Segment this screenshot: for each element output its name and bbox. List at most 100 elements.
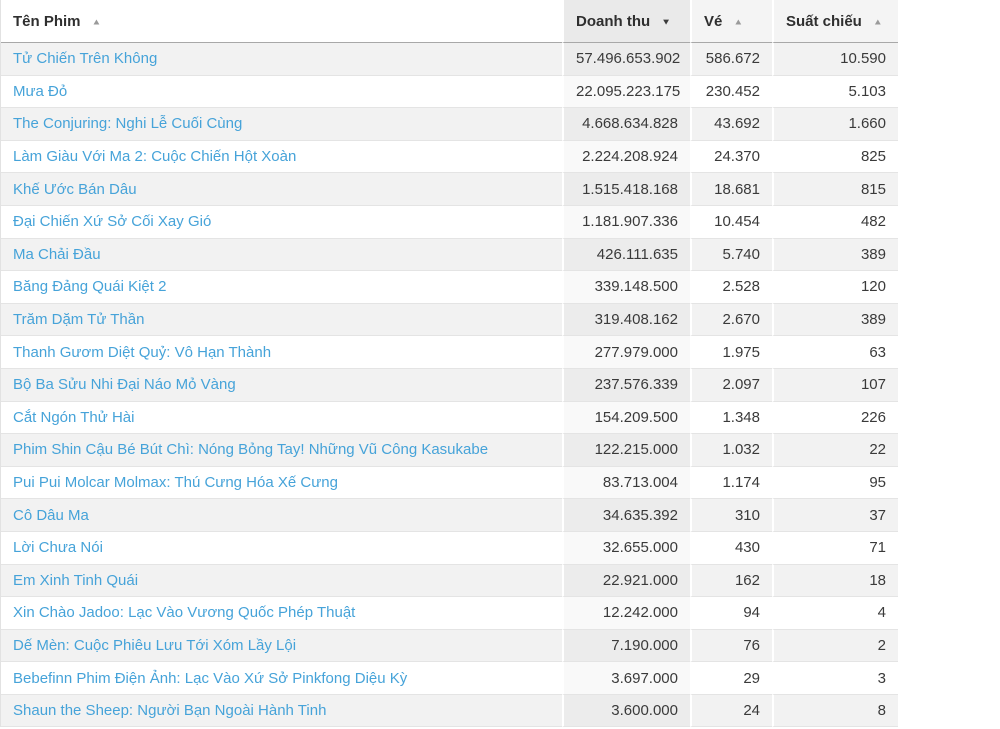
movie-link[interactable]: Băng Đảng Quái Kiệt 2 [13, 278, 167, 296]
column-header-doanh-thu[interactable]: Doanh thu ▼ [562, 0, 690, 43]
movie-link[interactable]: Dế Mèn: Cuộc Phiêu Lưu Tới Xóm Lầy Lội [13, 636, 297, 654]
movie-name-cell: Làm Giàu Với Ma 2: Cuộc Chiến Hột Xoàn [1, 141, 562, 174]
movie-link[interactable]: Shaun the Sheep: Người Bạn Ngoài Hành Ti… [13, 702, 327, 720]
tickets-cell: 230.452 [690, 75, 772, 109]
column-header-ve[interactable]: Vé ▲ [690, 0, 772, 43]
showtimes-cell: 389 [772, 303, 898, 337]
movie-name-cell: Tử Chiến Trên Không [1, 43, 562, 76]
showtimes-cell: 107 [772, 368, 898, 402]
movie-name-cell: Xin Chào Jadoo: Lạc Vào Vương Quốc Phép … [1, 597, 562, 630]
showtimes-cell: 482 [772, 205, 898, 239]
tickets-cell: 24 [690, 694, 772, 728]
movie-name-cell: Dế Mèn: Cuộc Phiêu Lưu Tới Xóm Lầy Lội [1, 630, 562, 663]
table-row: Băng Đảng Quái Kiệt 2 339.148.500 2.528 … [1, 271, 898, 304]
showtimes-cell: 1.660 [772, 108, 898, 141]
table-row: Bebefinn Phim Điện Ảnh: Lạc Vào Xứ Sở Pi… [1, 662, 898, 695]
tickets-cell: 18.681 [690, 173, 772, 206]
movie-link[interactable]: The Conjuring: Nghi Lễ Cuối Cùng [13, 115, 243, 133]
showtimes-cell: 10.590 [772, 43, 898, 76]
table-row: Ma Chải Đầu 426.111.635 5.740 389 [1, 238, 898, 272]
movie-link[interactable]: Thanh Gươm Diệt Quỷ: Vô Hạn Thành [13, 343, 272, 361]
tickets-cell: 2.528 [690, 271, 772, 304]
tickets-cell: 5.740 [690, 238, 772, 272]
column-header-ten-phim[interactable]: Tên Phim ▲ [1, 0, 562, 43]
movie-name-cell: The Conjuring: Nghi Lễ Cuối Cùng [1, 108, 562, 141]
table-row: Cắt Ngón Thử Hài 154.209.500 1.348 226 [1, 401, 898, 435]
tickets-cell: 24.370 [690, 140, 772, 174]
movie-link[interactable]: Mưa Đỏ [13, 82, 68, 100]
sort-asc-icon: ▲ [872, 17, 883, 27]
showtimes-cell: 37 [772, 499, 898, 532]
revenue-cell: 1.515.418.168 [562, 173, 690, 206]
table-row: Lời Chưa Nói 32.655.000 430 71 [1, 531, 898, 565]
movie-link[interactable]: Khế Ước Bán Dâu [13, 180, 137, 198]
movie-name-cell: Bộ Ba Sửu Nhi Đại Náo Mỏ Vàng [1, 369, 562, 402]
movie-name-cell: Ma Chải Đầu [1, 239, 562, 272]
movie-link[interactable]: Tử Chiến Trên Không [13, 50, 158, 68]
showtimes-cell: 825 [772, 140, 898, 174]
revenue-cell: 32.655.000 [562, 531, 690, 565]
revenue-cell: 7.190.000 [562, 629, 690, 663]
movie-link[interactable]: Em Xinh Tinh Quái [13, 571, 139, 589]
movie-name-cell: Cắt Ngón Thử Hài [1, 402, 562, 435]
table-row: Cô Dâu Ma 34.635.392 310 37 [1, 499, 898, 532]
sort-desc-icon: ▼ [661, 17, 672, 27]
revenue-cell: 22.095.223.175 [562, 75, 690, 109]
table-row: Pui Pui Molcar Molmax: Thú Cưng Hóa Xế C… [1, 466, 898, 500]
box-office-table: Tên Phim ▲ Doanh thu ▼ Vé ▲ Suất chiếu ▲ Tử … [0, 0, 898, 728]
movie-name-cell: Em Xinh Tinh Quái [1, 565, 562, 598]
movie-link[interactable]: Đại Chiến Xứ Sở Cối Xay Gió [13, 213, 212, 231]
movie-link[interactable]: Lời Chưa Nói [13, 539, 103, 557]
movie-link[interactable]: Bebefinn Phim Điện Ảnh: Lạc Vào Xứ Sở Pi… [13, 669, 408, 687]
movie-link[interactable]: Cô Dâu Ma [13, 506, 89, 524]
movie-link[interactable]: Xin Chào Jadoo: Lạc Vào Vương Quốc Phép … [13, 604, 356, 622]
tickets-cell: 586.672 [690, 43, 772, 76]
tickets-cell: 94 [690, 597, 772, 630]
movie-name-cell: Khế Ước Bán Dâu [1, 173, 562, 206]
movie-name-cell: Lời Chưa Nói [1, 532, 562, 565]
column-header-suat-chieu[interactable]: Suất chiếu ▲ [772, 0, 898, 43]
showtimes-cell: 2 [772, 629, 898, 663]
table-row: Xin Chào Jadoo: Lạc Vào Vương Quốc Phép … [1, 597, 898, 630]
movie-link[interactable]: Làm Giàu Với Ma 2: Cuộc Chiến Hột Xoàn [13, 148, 297, 166]
revenue-cell: 34.635.392 [562, 499, 690, 532]
showtimes-cell: 815 [772, 173, 898, 206]
revenue-cell: 1.181.907.336 [562, 205, 690, 239]
sort-asc-icon: ▲ [733, 17, 744, 27]
column-header-label: Doanh thu [576, 12, 651, 30]
movie-link[interactable]: Ma Chải Đầu [13, 245, 101, 263]
table-row: Em Xinh Tinh Quái 22.921.000 162 18 [1, 564, 898, 598]
revenue-cell: 83.713.004 [562, 466, 690, 500]
revenue-cell: 12.242.000 [562, 597, 690, 630]
movie-name-cell: Trăm Dặm Tử Thần [1, 304, 562, 337]
table-row: The Conjuring: Nghi Lễ Cuối Cùng 4.668.6… [1, 108, 898, 141]
movie-link[interactable]: Phim Shin Cậu Bé Bút Chì: Nóng Bỏng Tay!… [13, 441, 489, 459]
table-row: Tử Chiến Trên Không 57.496.653.902 586.6… [1, 43, 898, 76]
revenue-cell: 426.111.635 [562, 238, 690, 272]
movie-link[interactable]: Trăm Dặm Tử Thần [13, 311, 145, 329]
showtimes-cell: 8 [772, 694, 898, 728]
movie-link[interactable]: Pui Pui Molcar Molmax: Thú Cưng Hóa Xế C… [13, 474, 338, 492]
movie-name-cell: Bebefinn Phim Điện Ảnh: Lạc Vào Xứ Sở Pi… [1, 662, 562, 695]
tickets-cell: 1.348 [690, 401, 772, 435]
revenue-cell: 319.408.162 [562, 303, 690, 337]
table-row: Đại Chiến Xứ Sở Cối Xay Gió 1.181.907.33… [1, 205, 898, 239]
tickets-cell: 43.692 [690, 108, 772, 141]
tickets-cell: 29 [690, 662, 772, 695]
column-header-label: Tên Phim [13, 12, 81, 30]
revenue-cell: 22.921.000 [562, 564, 690, 598]
revenue-cell: 339.148.500 [562, 271, 690, 304]
revenue-cell: 2.224.208.924 [562, 140, 690, 174]
showtimes-cell: 226 [772, 401, 898, 435]
movie-link[interactable]: Bộ Ba Sửu Nhi Đại Náo Mỏ Vàng [13, 376, 236, 394]
showtimes-cell: 22 [772, 434, 898, 467]
table-row: Làm Giàu Với Ma 2: Cuộc Chiến Hột Xoàn 2… [1, 140, 898, 174]
movie-link[interactable]: Cắt Ngón Thử Hài [13, 408, 135, 426]
tickets-cell: 1.975 [690, 336, 772, 369]
header-row: Tên Phim ▲ Doanh thu ▼ Vé ▲ Suất chiếu ▲ [1, 0, 898, 43]
movie-name-cell: Băng Đảng Quái Kiệt 2 [1, 271, 562, 304]
tickets-cell: 310 [690, 499, 772, 532]
revenue-cell: 3.600.000 [562, 694, 690, 728]
tickets-cell: 430 [690, 531, 772, 565]
